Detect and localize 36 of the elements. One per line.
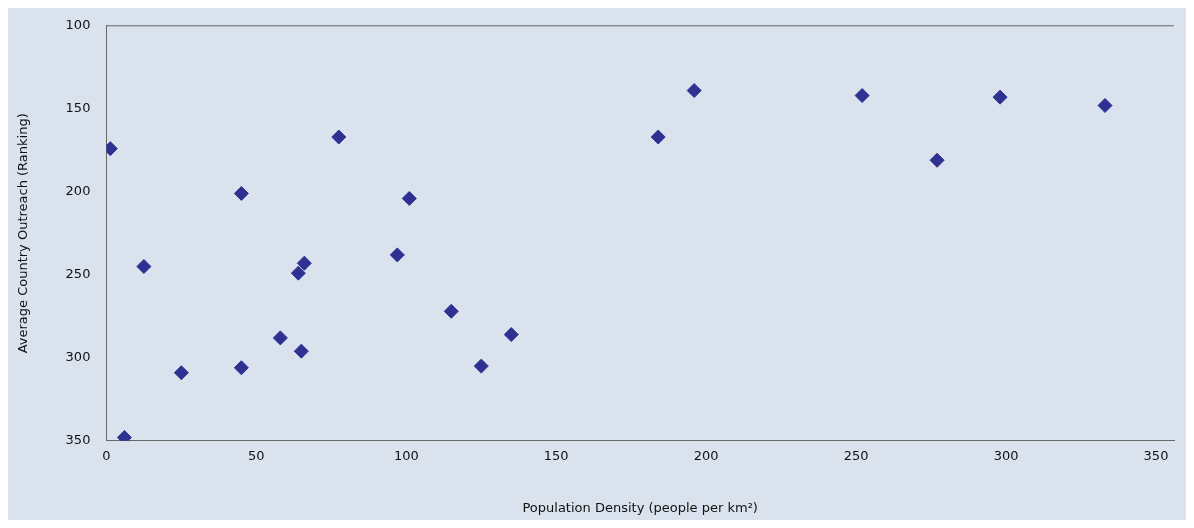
x-tick-label: 100 xyxy=(393,447,419,463)
point xyxy=(233,185,249,201)
point xyxy=(929,152,945,168)
x-tick-label: 150 xyxy=(543,447,569,463)
y-tick-label: 100 xyxy=(65,17,91,33)
x-axis-title: Population Density (people per km²) xyxy=(522,499,758,515)
point xyxy=(272,330,288,346)
point xyxy=(686,83,702,99)
point xyxy=(854,88,870,104)
x-tick-label: 50 xyxy=(248,447,265,463)
point xyxy=(443,303,459,319)
point xyxy=(173,365,189,381)
point xyxy=(401,190,417,206)
point xyxy=(992,89,1008,105)
point xyxy=(1097,97,1113,113)
point xyxy=(389,247,405,263)
x-tick-label: 200 xyxy=(693,447,719,463)
point xyxy=(331,129,347,145)
point xyxy=(473,358,489,374)
point xyxy=(296,255,312,271)
point xyxy=(290,265,306,281)
y-axis-title: Average Country Outreach (Ranking) xyxy=(15,113,31,354)
y-tick-label: 350 xyxy=(65,432,91,448)
point xyxy=(293,343,309,359)
y-tick-label: 250 xyxy=(65,266,91,282)
x-tick-label: 350 xyxy=(1143,447,1169,463)
y-tick-label: 150 xyxy=(65,100,91,116)
point xyxy=(136,259,152,274)
y-tick-label: 200 xyxy=(65,183,91,199)
x-tick-label: 300 xyxy=(993,447,1019,463)
point xyxy=(233,360,249,376)
point xyxy=(503,327,519,343)
x-tick-label: 0 xyxy=(102,447,111,463)
point xyxy=(650,129,666,145)
y-tick-label: 300 xyxy=(65,349,91,365)
x-tick-label: 250 xyxy=(843,447,869,463)
